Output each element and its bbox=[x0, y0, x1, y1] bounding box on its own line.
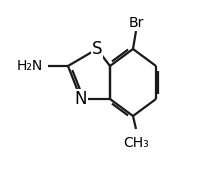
Text: Br: Br bbox=[128, 16, 144, 30]
Text: N: N bbox=[75, 90, 87, 108]
Text: CH₃: CH₃ bbox=[123, 136, 149, 150]
Text: H₂N: H₂N bbox=[17, 59, 43, 73]
Text: S: S bbox=[92, 40, 102, 58]
